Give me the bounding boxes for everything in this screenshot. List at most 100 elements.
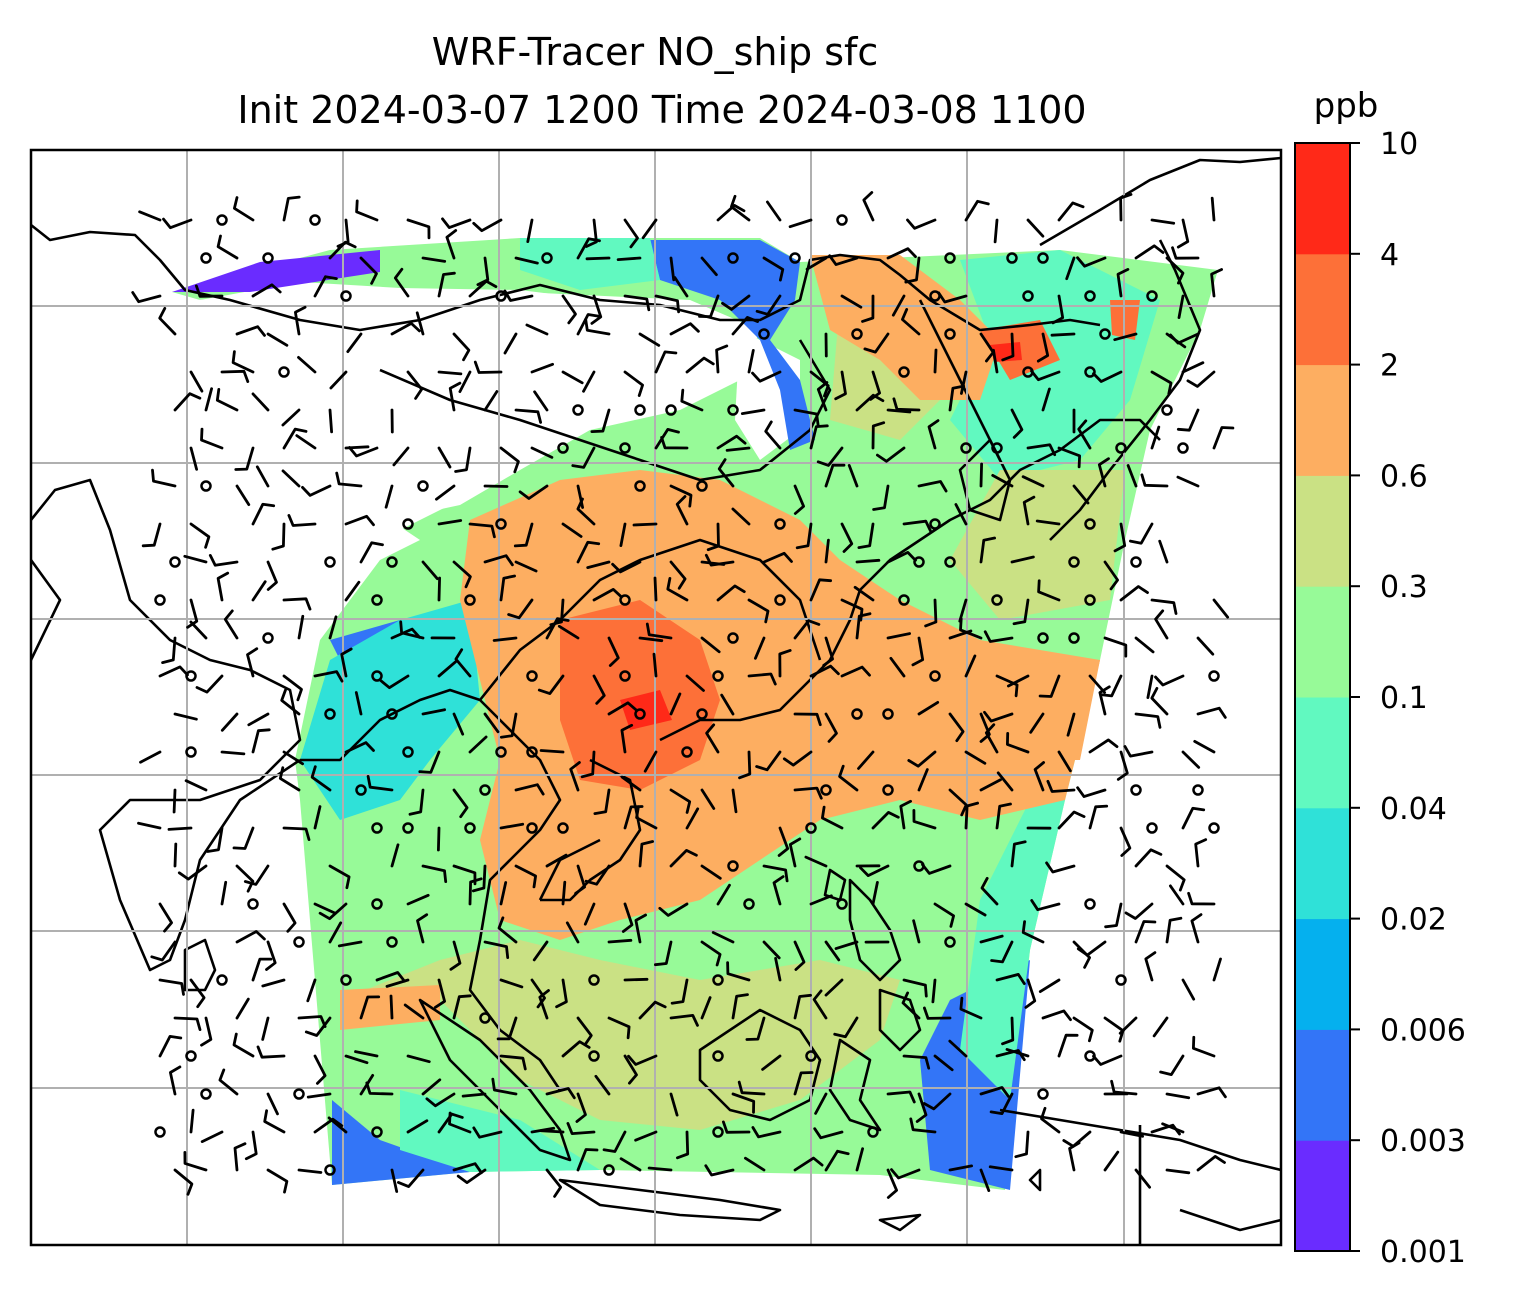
wind-barb (623, 294, 651, 312)
wind-barb (772, 875, 785, 906)
wind-barb (933, 902, 955, 928)
wind-barb (530, 978, 546, 1009)
calm-circle (960, 442, 972, 454)
wind-barb (137, 821, 162, 830)
wind-barb (359, 995, 381, 1020)
wind-barb (468, 877, 483, 906)
calm-circle (1130, 784, 1142, 796)
wind-barb (576, 484, 584, 509)
colorbar-ticks: 0.001 0.003 0.006 0.02 0.04 0.1 0.3 0.6 2 4 10 (1350, 127, 1466, 1270)
wind-barb (454, 446, 472, 473)
wind-barb (964, 750, 987, 765)
wind-barb (472, 218, 503, 233)
wind-barb (499, 822, 525, 830)
wind-barb (251, 502, 276, 526)
wind-barb (375, 971, 406, 983)
wind-barb (751, 1126, 782, 1139)
wind-barb (1126, 464, 1138, 488)
wind-barb (980, 876, 999, 906)
wind-barb (499, 1054, 527, 1071)
calm-circle (882, 784, 894, 796)
wind-barb (755, 750, 782, 772)
wind-barb (1196, 636, 1215, 656)
wind-barb (1158, 539, 1169, 564)
wind-barb (329, 370, 348, 390)
wind-barb (173, 1016, 202, 1031)
wind-barb (607, 636, 620, 667)
wind-barb (1072, 484, 1090, 505)
wind-barb (1026, 443, 1057, 457)
wind-barb (251, 728, 271, 754)
wind-barb (545, 1168, 563, 1198)
wind-barb (1140, 473, 1169, 488)
wind-barb (793, 1071, 814, 1096)
wind-barb (711, 931, 735, 944)
wind-barb (437, 576, 441, 602)
calm-circle (712, 670, 724, 682)
wind-barb (990, 940, 1014, 964)
border-inner-2 (478, 538, 822, 701)
wind-barb (641, 218, 658, 240)
wind-barb (566, 1122, 596, 1135)
wind-barb (195, 674, 224, 694)
wind-barb (991, 474, 1014, 488)
wind-barb (902, 1054, 931, 1070)
wind-barb (984, 723, 999, 754)
wind-barb (933, 348, 938, 374)
wind-barb (828, 254, 859, 266)
wind-barb (337, 940, 363, 948)
calm-circle (929, 518, 941, 530)
wind-barb (1181, 806, 1206, 830)
wind-barb (365, 1081, 394, 1096)
wind-barb (1103, 1150, 1120, 1172)
wind-barb (824, 978, 844, 997)
wind-barb (1033, 761, 1045, 792)
wind-barb (983, 710, 1014, 723)
calm-circle (712, 974, 724, 986)
wind-barb (788, 218, 813, 229)
wind-barb (177, 864, 208, 881)
wind-barb (1035, 519, 1061, 526)
wind-barb (902, 978, 928, 998)
calm-circle (185, 746, 197, 758)
wind-barb (669, 849, 698, 868)
wind-barb (569, 761, 581, 792)
calm-circle (200, 480, 212, 492)
calm-circle (712, 1050, 724, 1062)
wind-barb (1134, 636, 1155, 654)
wind-barb (301, 484, 332, 497)
wind-barb (514, 408, 542, 424)
wind-barb (306, 1092, 332, 1099)
map-panel (31, 150, 1281, 1245)
calm-circle (1084, 898, 1096, 910)
wind-barb (1072, 940, 1091, 969)
wind-barb (1057, 201, 1085, 222)
wind-barb (1118, 1016, 1138, 1035)
wind-barb (1038, 978, 1061, 993)
wind-barb (184, 779, 208, 792)
wind-barb (1006, 732, 1030, 754)
calm-circle (619, 442, 631, 454)
wind-barb (907, 750, 937, 768)
wind-barb (607, 938, 633, 944)
calm-circle (402, 518, 414, 530)
wind-barb (889, 656, 906, 678)
wind-barb (576, 540, 601, 564)
wind-barb (812, 989, 828, 1020)
wind-barb (150, 940, 177, 962)
wind-barb (602, 1130, 627, 1153)
wind-barb (1176, 475, 1200, 488)
wind-barb (491, 1077, 518, 1096)
wind-barb (740, 408, 766, 415)
calm-circle (712, 1126, 724, 1138)
calm-circle (386, 556, 398, 568)
calm-circle (324, 708, 336, 720)
wind-barb (454, 648, 472, 678)
wind-barb (762, 864, 789, 883)
wind-barb (189, 370, 204, 393)
calm-circle (665, 404, 677, 416)
wind-barb (539, 749, 565, 754)
wind-barb (281, 408, 301, 427)
wind-barb (246, 647, 259, 678)
wind-barb (385, 978, 410, 988)
